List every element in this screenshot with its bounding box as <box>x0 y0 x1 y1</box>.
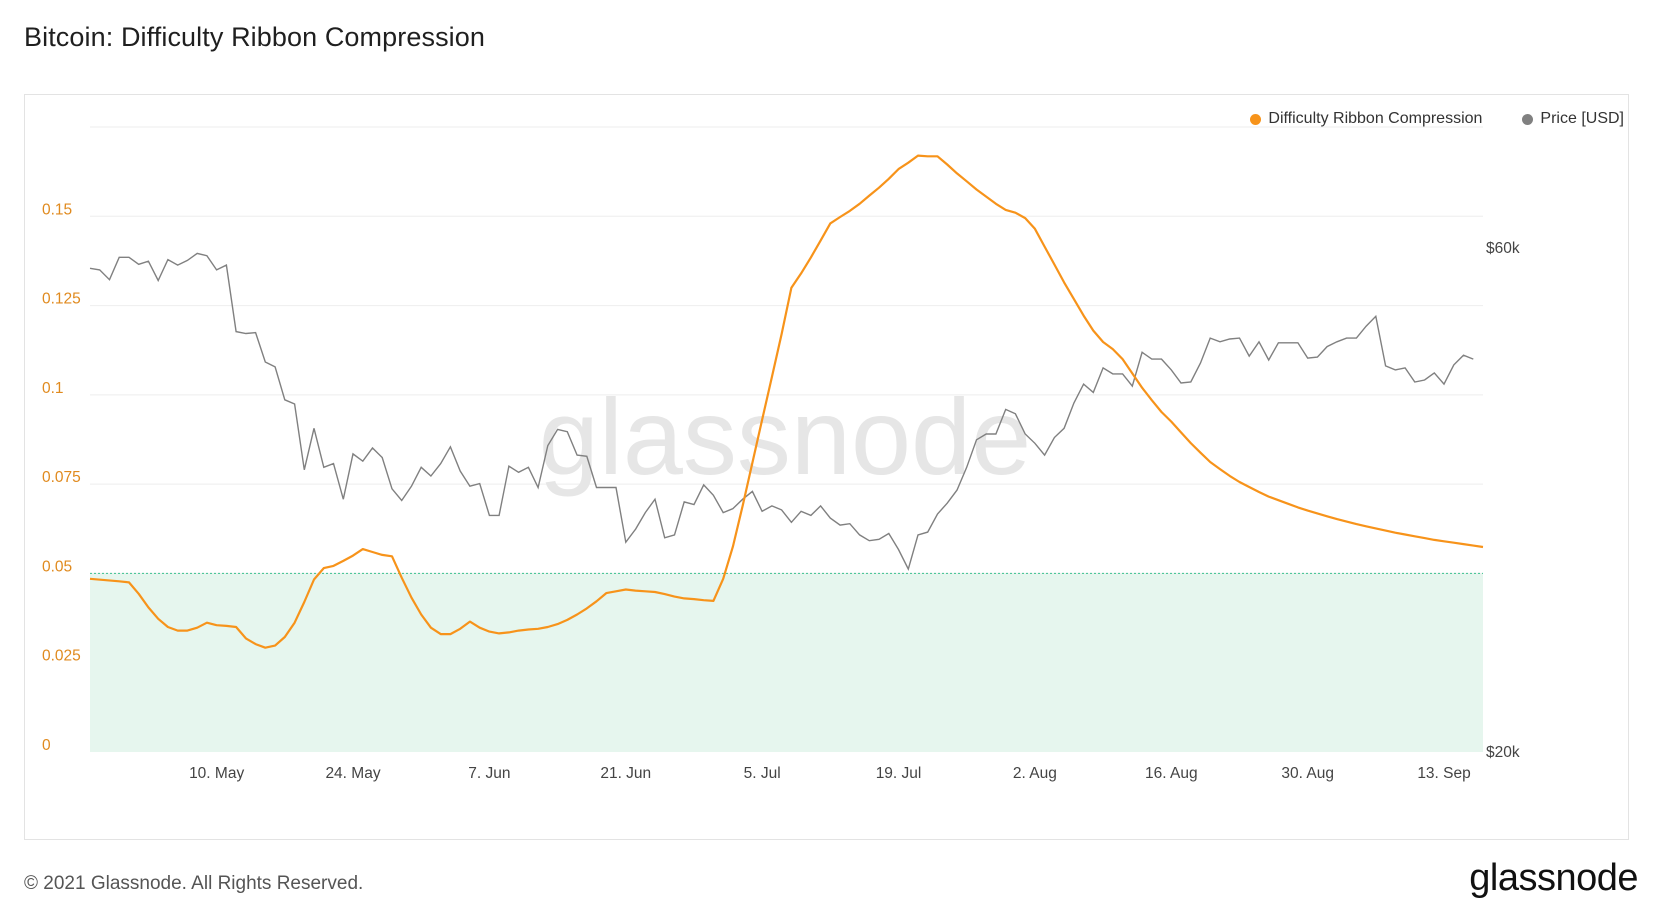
x-axis-tick: 21. Jun <box>600 765 651 782</box>
chart-panel <box>24 94 1629 840</box>
compression-line <box>89 154 1484 649</box>
compression-layer <box>89 154 1484 649</box>
watermark: glassnode <box>539 376 1031 497</box>
x-axis-tick: 24. May <box>325 765 380 782</box>
right-axis-tick: $60k <box>1486 240 1520 257</box>
glassnode-logo: glassnode <box>1469 857 1638 899</box>
x-axis-tick: 16. Aug <box>1145 765 1198 782</box>
x-axis-tick: 13. Sep <box>1417 765 1470 782</box>
legend-item-compression[interactable]: Difficulty Ribbon Compression <box>1250 110 1482 128</box>
left-axis-tick: 0.15 <box>42 201 72 218</box>
right-axis-tick: $20k <box>1486 744 1520 761</box>
x-axis-tick: 30. Aug <box>1281 765 1334 782</box>
legend-item-price[interactable]: Price [USD] <box>1522 110 1624 128</box>
legend-dot-compression <box>1250 113 1262 125</box>
left-axis-ticks: 0 0.025 0.05 0.075 0.1 0.125 0.15 <box>42 201 81 754</box>
copyright-footer: © 2021 Glassnode. All Rights Reserved. <box>24 873 364 894</box>
x-axis-tick: 10. May <box>189 765 244 782</box>
x-axis-tick: 2. Aug <box>1013 765 1057 782</box>
price-line <box>89 252 1474 572</box>
left-axis-tick: 0.05 <box>42 558 72 575</box>
price-layer <box>89 252 1474 572</box>
x-axis-tick: 7. Jun <box>468 765 510 782</box>
left-axis-tick: 0.1 <box>42 380 64 397</box>
watermark-group: glassnode <box>539 376 1031 497</box>
compression-zone <box>90 572 1483 752</box>
right-axis-ticks: $20k $60k <box>1486 240 1520 761</box>
chart-title: Bitcoin: Difficulty Ribbon Compression <box>24 22 485 52</box>
legend-label-compression: Difficulty Ribbon Compression <box>1268 110 1483 127</box>
zone-fill <box>90 573 1483 752</box>
x-axis-tick: 19. Jul <box>876 765 922 782</box>
legend-dot-price <box>1522 113 1534 125</box>
left-axis-tick: 0.125 <box>42 291 81 308</box>
x-axis-ticks: 10. May 24. May 7. Jun 21. Jun 5. Jul 19. Jul… <box>189 765 1471 782</box>
left-axis-tick: 0 <box>42 737 51 754</box>
legend-label-price: Price [USD] <box>1540 110 1624 127</box>
left-axis-tick: 0.075 <box>42 469 81 486</box>
legend: Difficulty Ribbon Compression Price [USD… <box>1250 110 1624 128</box>
left-axis-tick: 0.025 <box>42 648 81 665</box>
x-axis-tick: 5. Jul <box>744 765 781 782</box>
